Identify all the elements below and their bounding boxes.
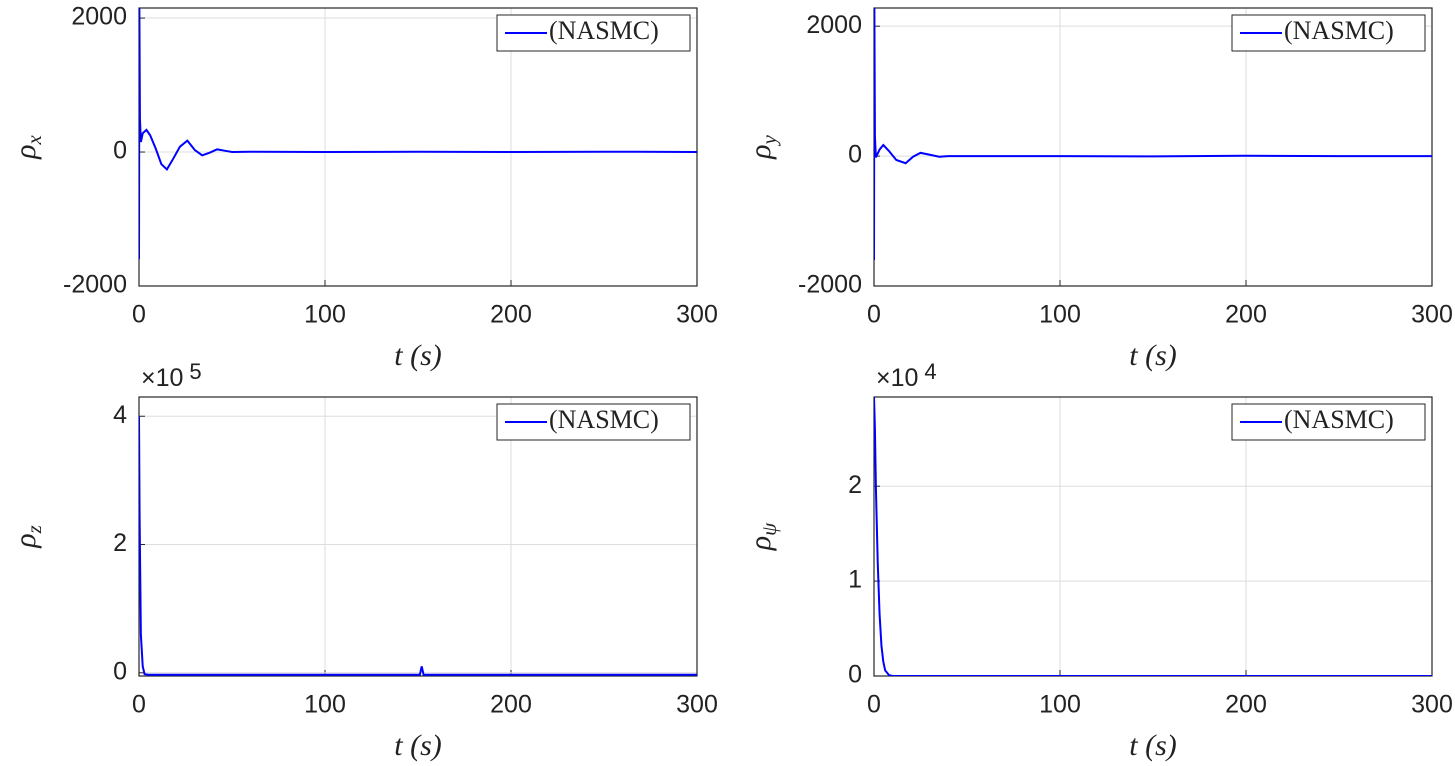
x-tick-label: 300	[676, 691, 718, 719]
multiplier-base: ×10	[141, 364, 183, 392]
x-tick-label: 100	[1039, 301, 1081, 329]
y-tick-label: 0	[113, 137, 127, 165]
x-tick-label: 200	[490, 301, 532, 329]
multiplier-base: ×10	[876, 364, 918, 392]
y-axis-label: ρy	[744, 134, 781, 159]
y-tick-label: 2	[848, 471, 862, 499]
y-label-symbol: ρ	[744, 536, 777, 551]
legend-label: (NASMC)	[1284, 405, 1394, 434]
x-tick-label: 200	[490, 691, 532, 719]
x-tick-label: 300	[676, 301, 718, 329]
multiplier-exponent: 4	[924, 359, 936, 384]
data-line	[874, 8, 1432, 261]
y-tick-label: 4	[113, 401, 127, 429]
legend-label: (NASMC)	[1284, 16, 1394, 45]
y-label-subscript: x	[22, 134, 46, 145]
x-tick-label: 100	[304, 691, 346, 719]
x-tick-label: 0	[867, 301, 881, 329]
y-multiplier: ×10 4	[876, 359, 937, 392]
legend-label: (NASMC)	[549, 16, 659, 45]
x-tick-label: 0	[867, 691, 881, 719]
data-line	[139, 8, 697, 260]
x-tick-label: 0	[132, 691, 146, 719]
x-axis-label: t (s)	[1129, 729, 1177, 762]
plot-area	[139, 8, 697, 286]
x-tick-label: 300	[1411, 301, 1453, 329]
x-tick-label: 100	[304, 301, 346, 329]
x-tick-label: 300	[1411, 691, 1453, 719]
x-tick-label: 200	[1225, 301, 1267, 329]
plot-area	[874, 397, 1432, 676]
plot-area	[139, 397, 697, 676]
y-tick-label: 0	[848, 141, 862, 169]
y-axis-label: ρx	[9, 134, 46, 159]
x-tick-label: 0	[132, 301, 146, 329]
y-tick-label: -2000	[63, 271, 127, 299]
subplot: 0 100 200 300 0 1 2 t (s) ρψ ×10 4 (NASMC)	[744, 359, 1453, 762]
y-label-symbol: ρ	[9, 533, 42, 548]
y-tick-label: 0	[848, 661, 862, 689]
x-tick-label: 200	[1225, 691, 1267, 719]
y-tick-label: -2000	[798, 271, 862, 299]
y-label-symbol: ρ	[744, 144, 777, 159]
y-tick-label: 2000	[71, 3, 127, 31]
y-axis-label: ρψ	[744, 522, 781, 551]
y-tick-label: 0	[113, 657, 127, 685]
y-tick-label: 1	[848, 566, 862, 594]
x-tick-label: 100	[1039, 691, 1081, 719]
legend-label: (NASMC)	[549, 405, 659, 434]
x-axis-label: t (s)	[1129, 339, 1177, 372]
x-axis-label: t (s)	[394, 729, 442, 762]
y-multiplier: ×10 5	[141, 359, 202, 392]
y-label-symbol: ρ	[9, 144, 42, 159]
y-label-subscript: y	[757, 134, 781, 146]
data-line	[874, 397, 1432, 676]
y-tick-label: 2000	[806, 11, 862, 39]
y-axis-label: ρz	[9, 525, 46, 549]
y-tick-label: 2	[113, 529, 127, 557]
plot-area	[874, 8, 1432, 286]
x-axis-label: t (s)	[394, 339, 442, 372]
subplot: 0 100 200 300 0 2 4 t (s) ρz ×10 5 (NASMC)	[9, 359, 718, 762]
multiplier-exponent: 5	[189, 359, 201, 384]
y-label-subscript: ψ	[757, 522, 781, 536]
y-label-subscript: z	[22, 525, 46, 534]
data-line	[139, 416, 697, 676]
